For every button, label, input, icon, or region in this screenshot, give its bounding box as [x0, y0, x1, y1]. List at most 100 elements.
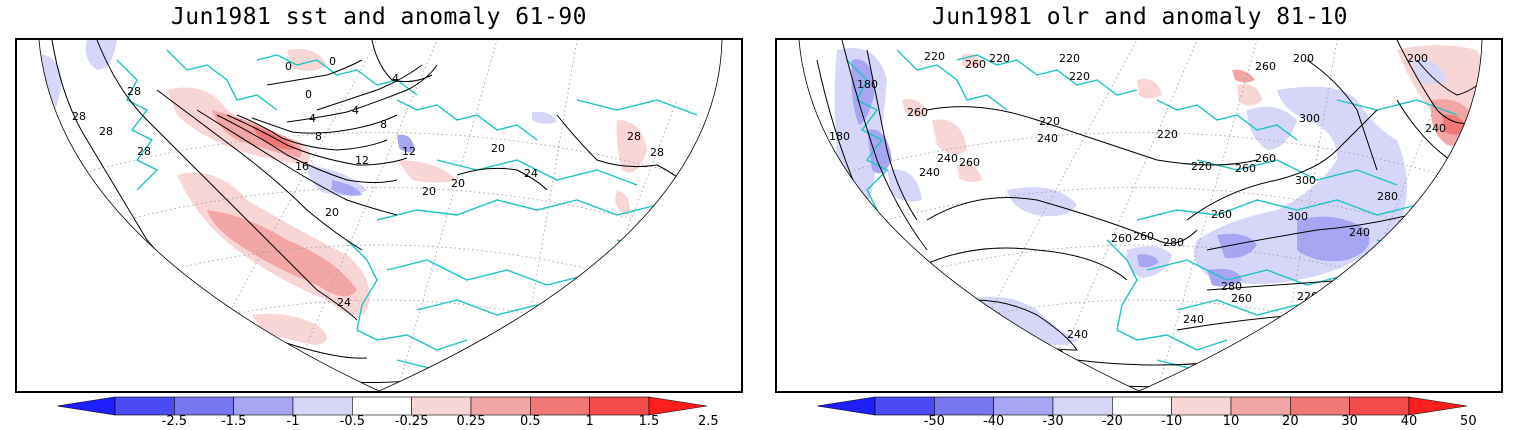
contour-label: 180 [857, 78, 878, 91]
colorbar-tick-label: -0.5 [339, 414, 366, 429]
contour-label: 300 [1299, 112, 1320, 125]
colorbar-swatch [1290, 396, 1350, 416]
contour-label: 8 [315, 130, 322, 143]
contour-label: 220 [989, 52, 1010, 65]
colorbar-tick-label: 30 [1341, 414, 1358, 429]
sst-map-left-edge [38, 40, 380, 391]
contour-label: 180 [829, 130, 850, 143]
contour-label: 4 [352, 104, 359, 117]
contour-label: 220 [1069, 70, 1090, 83]
contour-label: 240 [1349, 226, 1370, 239]
colorbar-tick-label: 2.5 [697, 414, 719, 429]
contour-label: 220 [1157, 128, 1178, 141]
sst-map-outside-mask [17, 40, 741, 391]
contour-label: 300 [1287, 210, 1308, 223]
contour-label: 280 [1163, 236, 1184, 249]
colorbar-tick-label: 0.5 [519, 414, 541, 429]
contour-label: 12 [355, 154, 369, 167]
contour-label: 20 [491, 142, 505, 155]
contour-label: 200 [1407, 52, 1428, 65]
contour-label: 20 [422, 185, 436, 198]
contour-label: 0 [285, 60, 292, 73]
contour-label: 220 [924, 50, 945, 63]
contour-label: 260 [965, 58, 986, 71]
contour-label: 220 [1059, 52, 1080, 65]
contour-label: 0 [305, 88, 312, 101]
colorbar-tick-label: -30 [1042, 414, 1064, 429]
olr-map-canvas: 180 180 180 200 200 200 200 200 220 220 … [777, 40, 1501, 391]
colorbar-swatch [470, 396, 531, 416]
contour-label: 260 [1255, 60, 1276, 73]
colorbar-right-arrow [648, 396, 708, 416]
contour-label: 220 [1191, 160, 1212, 173]
contour-label: 20 [451, 177, 465, 190]
colorbar-swatch [1112, 396, 1172, 416]
contour-label: 260 [1211, 208, 1232, 221]
contour-label: 28 [99, 125, 113, 138]
contour-label: 240 [1425, 122, 1446, 135]
colorbar-right-arrow [1408, 396, 1468, 416]
colorbar-tick-label: 1.5 [638, 414, 660, 429]
contour-label: 20 [325, 206, 339, 219]
sst-colorbar-ramp [56, 396, 708, 416]
colorbar-swatch [934, 396, 994, 416]
colorbar-left-arrow [816, 396, 876, 416]
colorbar-swatch [352, 396, 412, 416]
colorbar-tick-label: 40 [1400, 414, 1418, 429]
contour-label: 16 [295, 160, 309, 173]
contour-label: 24 [337, 296, 351, 309]
contour-label: 240 [1037, 132, 1058, 145]
colorbar-swatch [411, 396, 472, 416]
contour-label: 260 [907, 106, 928, 119]
olr-colorbar-ramp [816, 396, 1468, 416]
sst-contour-labels: 28 28 28 28 28 28 24 24 20 20 20 20 16 1… [72, 55, 664, 309]
contour-label: 240 [1067, 328, 1088, 341]
olr-map-right-edge [1138, 40, 1483, 391]
colorbar-swatch [530, 396, 590, 416]
olr-anomaly-map: 180 180 180 200 200 200 200 200 220 220 … [775, 38, 1503, 393]
contour-label: 240 [919, 166, 940, 179]
contour-label: 8 [380, 118, 387, 131]
olr-colorbar: -50 -40 -30 -20 -10 10 20 30 40 50 [816, 396, 1477, 430]
colorbar-left-arrow [56, 396, 116, 416]
contour-label: 200 [1293, 52, 1314, 65]
sst-map-right-edge [378, 40, 723, 391]
contour-label: 28 [127, 85, 141, 98]
colorbar-swatch [993, 396, 1054, 416]
colorbar-tick-label: -1.5 [220, 414, 247, 429]
sst-anomaly-map: 28 28 28 28 28 28 24 24 20 20 20 20 16 1… [15, 38, 743, 393]
colorbar-tick-label: 20 [1282, 414, 1299, 429]
colorbar-tick-label: -20 [1101, 414, 1123, 429]
colorbar-swatch [233, 396, 294, 416]
contour-label: 4 [392, 72, 399, 85]
contour-label: 260 [959, 156, 980, 169]
colorbar-swatch [1349, 396, 1410, 416]
contour-label: 24 [524, 167, 538, 180]
colorbar-tick-label: -40 [983, 414, 1005, 429]
contour-label: 4 [309, 112, 316, 125]
colorbar-tick-label: 50 [1460, 414, 1477, 429]
colorbar-swatch [874, 396, 935, 416]
contour-label: 28 [650, 146, 664, 159]
olr-map-outside-mask [777, 40, 1501, 391]
colorbar-swatch [292, 396, 353, 416]
contour-label: 28 [72, 110, 86, 123]
contour-label: 260 [1235, 162, 1256, 175]
colorbar-swatch [589, 396, 650, 416]
contour-label: 260 [1231, 292, 1252, 305]
olr-map-left-edge [798, 40, 1140, 391]
contour-label: 260 [1255, 152, 1276, 165]
contour-label: 220 [1039, 115, 1060, 128]
olr-panel-title: Jun1981 olr and anomaly 81-10 [931, 4, 1349, 30]
contour-label: 300 [1295, 174, 1316, 187]
contour-label: 28 [137, 145, 151, 158]
colorbar-swatch [174, 396, 234, 416]
colorbar-tick-label: -2.5 [161, 414, 188, 429]
colorbar-swatch [1171, 396, 1232, 416]
contour-label: 260 [1111, 232, 1132, 245]
contour-label: 280 [1221, 280, 1242, 293]
colorbar-tick-label: 1 [585, 414, 594, 429]
colorbar-tick-label: -50 [923, 414, 945, 429]
colorbar-tick-label: -10 [1161, 414, 1183, 429]
sst-map-canvas: 28 28 28 28 28 28 24 24 20 20 20 20 16 1… [17, 40, 741, 391]
